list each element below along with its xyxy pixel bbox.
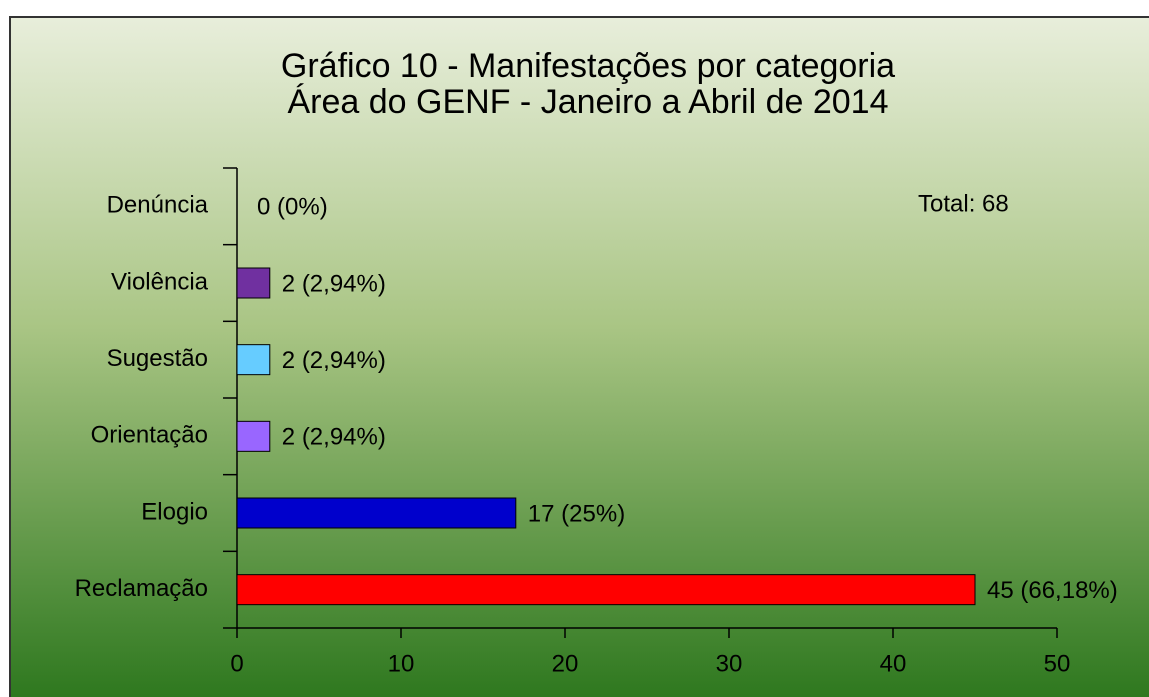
- category-label: Violência: [111, 268, 209, 295]
- x-tick-label: 0: [230, 650, 243, 677]
- category-label: Reclamação: [75, 575, 208, 602]
- x-tick-label: 40: [880, 650, 907, 677]
- annotation: Total: 68: [918, 190, 1009, 217]
- bar: [236, 497, 517, 529]
- bar: [236, 574, 976, 606]
- x-tick-label: 50: [1044, 650, 1071, 677]
- value-label: 2 (2,94%): [282, 424, 386, 451]
- value-label: 2 (2,94%): [282, 347, 386, 374]
- value-label: 17 (25%): [528, 500, 625, 527]
- bar: [236, 420, 271, 452]
- category-label: Elogio: [141, 498, 208, 525]
- value-label: 0 (0%): [257, 194, 328, 221]
- value-label: 45 (66,18%): [987, 577, 1118, 604]
- chart-title: Gráfico 10 - Manifestações por categoria: [281, 47, 895, 85]
- category-label: Orientação: [91, 422, 208, 449]
- bar: [236, 344, 271, 376]
- x-tick-label: 10: [388, 650, 415, 677]
- category-label: Sugestão: [107, 345, 208, 372]
- chart-subtitle: Área do GENF - Janeiro a Abril de 2014: [288, 83, 889, 121]
- x-tick-label: 30: [716, 650, 743, 677]
- category-label: Denúncia: [107, 192, 209, 219]
- bar: [236, 267, 271, 299]
- x-tick-label: 20: [552, 650, 579, 677]
- value-label: 2 (2,94%): [282, 270, 386, 297]
